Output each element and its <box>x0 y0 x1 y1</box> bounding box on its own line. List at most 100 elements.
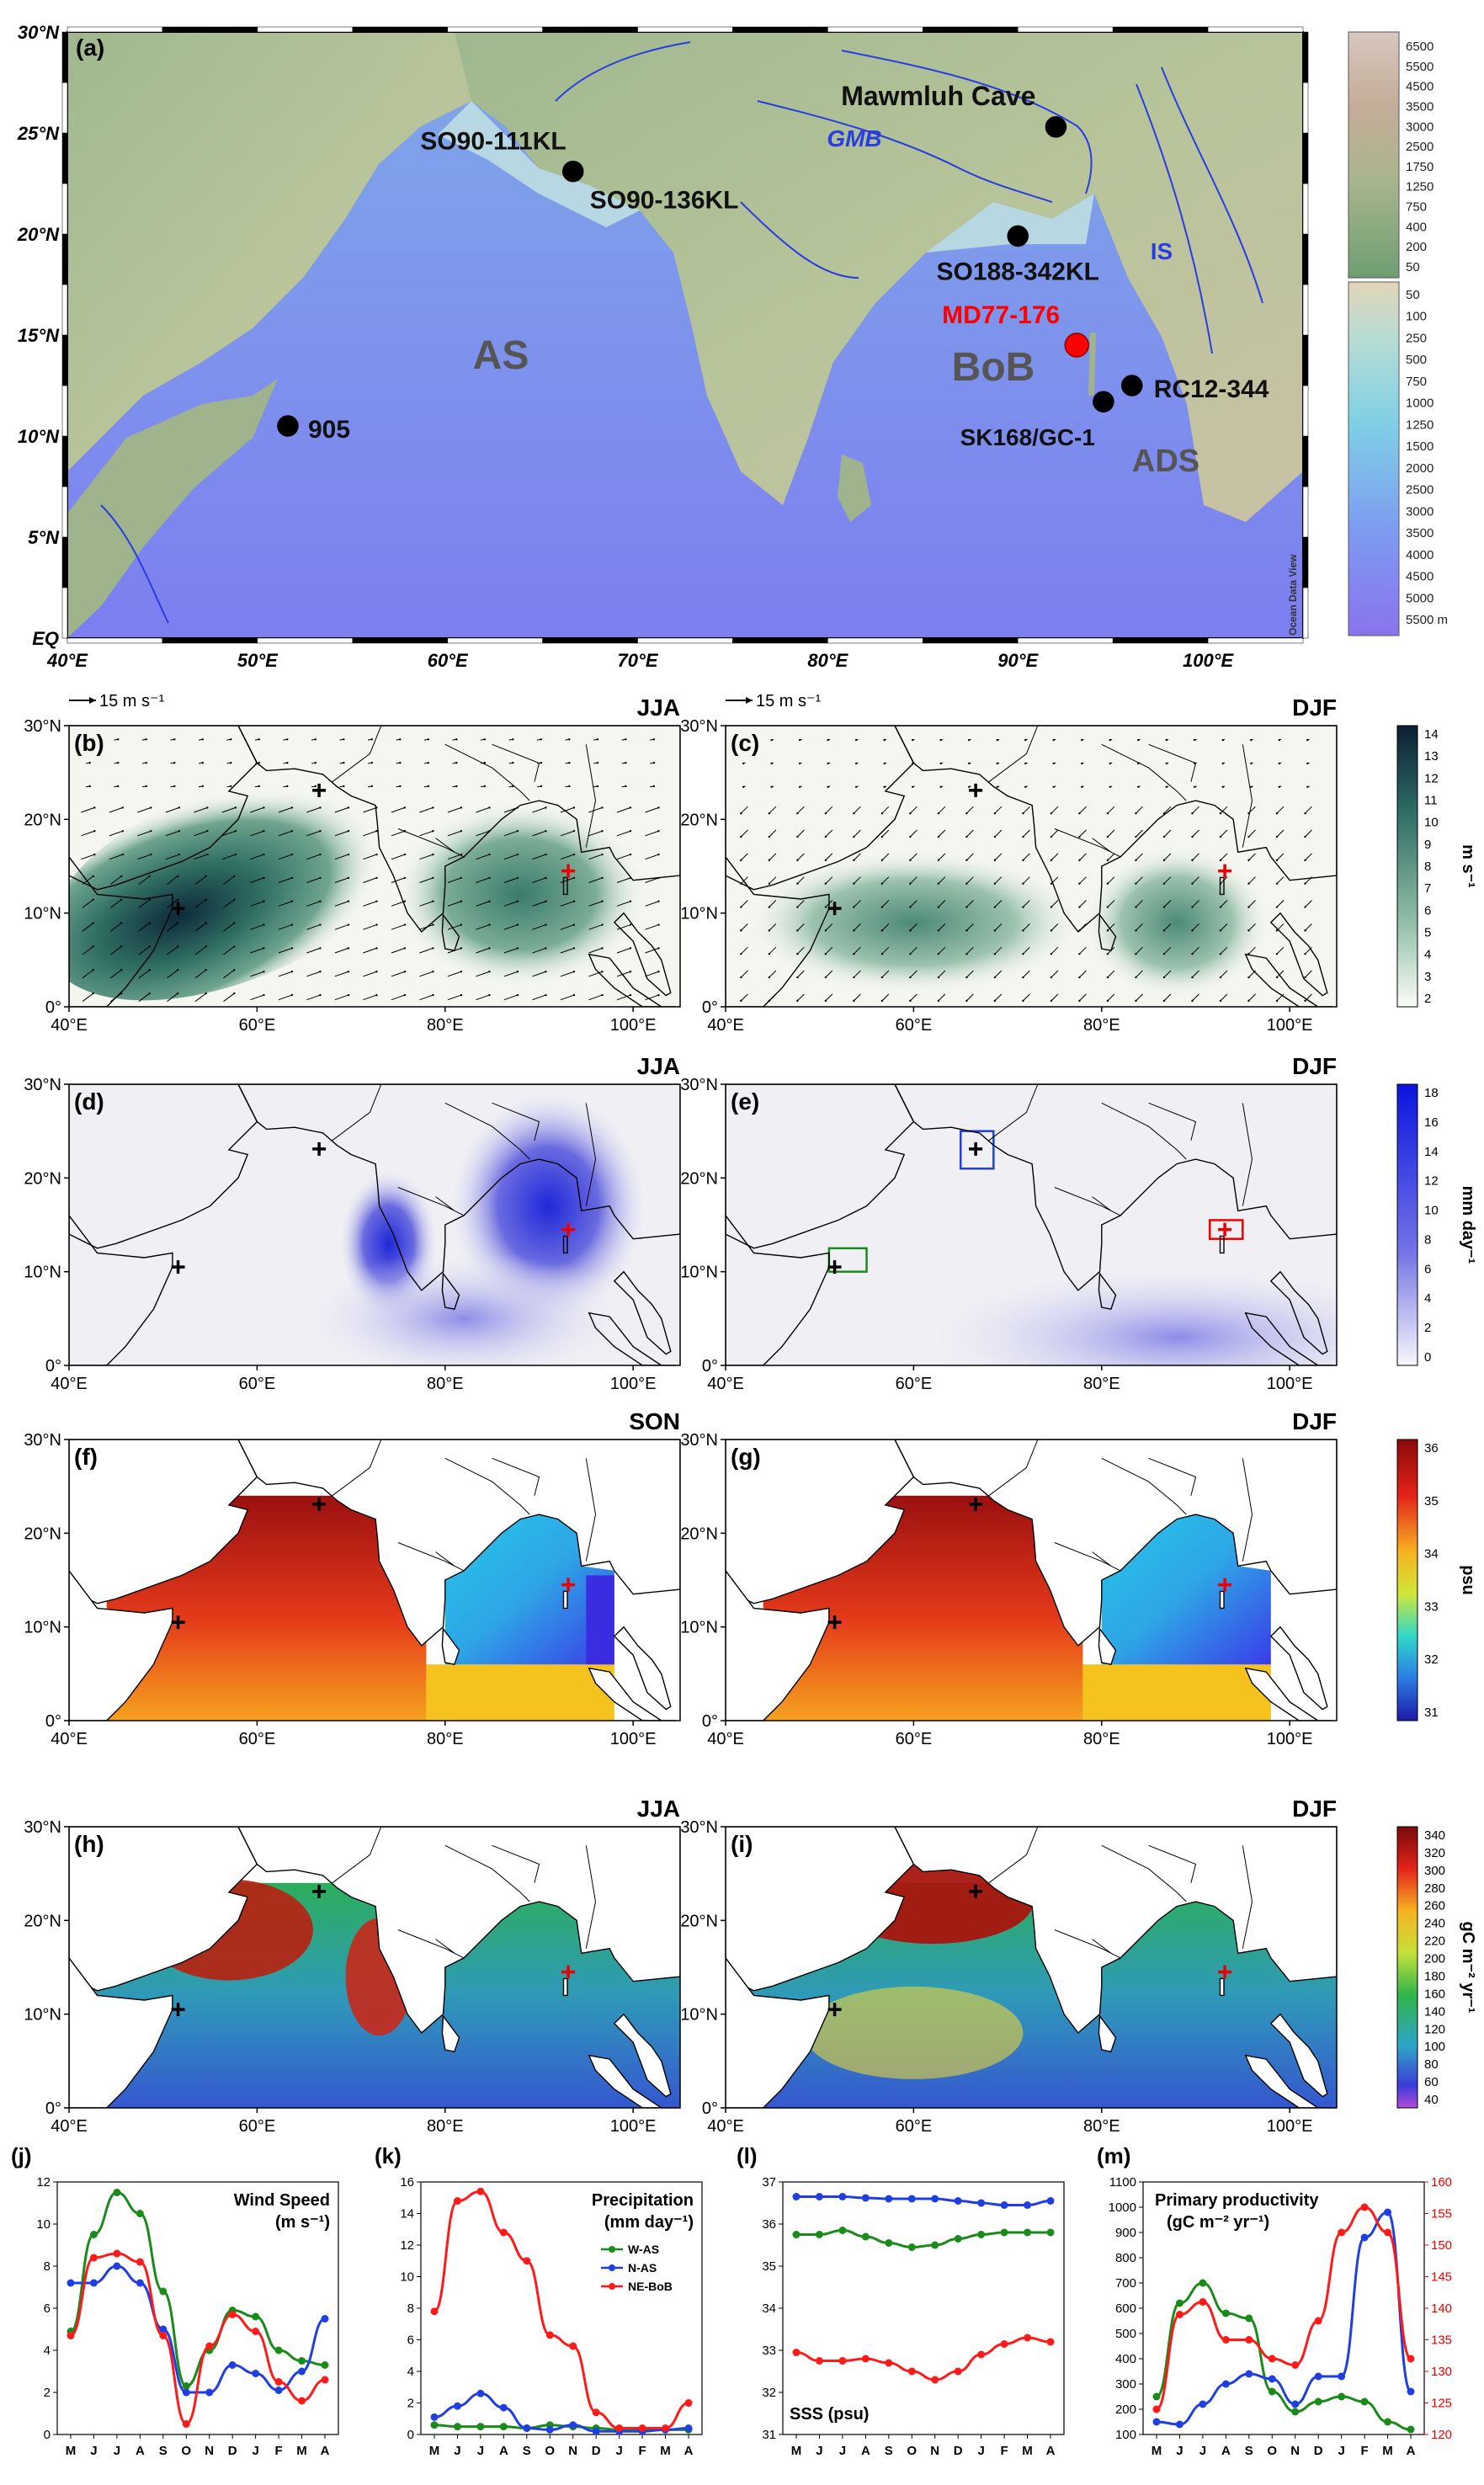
coastline <box>894 1084 1337 1291</box>
wind-vector-head <box>1078 929 1081 932</box>
lat-tick-label: 30°N <box>24 1076 61 1094</box>
wind-vector-head <box>824 906 827 908</box>
wind-vector-head <box>1022 882 1024 885</box>
wind-vector-head <box>768 812 771 815</box>
wind-vector-head <box>263 971 265 973</box>
wind-vector-head <box>768 976 771 979</box>
coastline <box>726 1956 830 2108</box>
wind-vector-head <box>516 947 519 950</box>
frame-segment <box>1302 385 1309 437</box>
wind-vector-head <box>853 882 855 885</box>
colorbar-tick: 34 <box>1424 1547 1439 1562</box>
colorbar-unit: psu <box>1459 1565 1477 1595</box>
wind-vector <box>910 993 918 1002</box>
wind-vector-head <box>1024 738 1027 742</box>
data-point <box>159 2332 168 2339</box>
coastline <box>1244 2054 1332 2108</box>
wind-vector-head <box>432 923 434 926</box>
andaman-islands <box>562 876 568 896</box>
wind-vector-head <box>996 738 998 742</box>
wind-vector-head <box>201 785 204 788</box>
elevation-tick: 6500 <box>1406 40 1433 54</box>
frame-segment <box>827 26 923 33</box>
wind-vector <box>966 853 974 861</box>
data-point <box>615 2424 624 2432</box>
wind-vector-head <box>319 876 322 880</box>
wind-vector-head <box>652 785 656 788</box>
wind-vector-head <box>1250 738 1253 742</box>
y-tick-label: 2 <box>44 2386 51 2400</box>
wind-vector-head <box>572 900 576 902</box>
wind-vector-head <box>205 875 207 878</box>
coastline <box>1244 1667 1332 1721</box>
wind-vector-head <box>939 785 942 788</box>
panel-a-label: (a) <box>76 35 104 61</box>
chart-label: (l) <box>737 2143 758 2168</box>
lat-tick-label: 20°N <box>24 811 61 829</box>
wind-vector <box>938 806 946 814</box>
wind-vector-head <box>1135 999 1137 1003</box>
pp-field <box>804 1986 1024 2079</box>
frame-segment <box>542 26 638 33</box>
river-line <box>492 1844 540 1883</box>
wind-vector-head <box>233 945 236 948</box>
x-tick-label: J <box>816 2444 822 2458</box>
x-tick-label: O <box>1267 2444 1277 2458</box>
odv-watermark: Ocean Data View <box>1287 554 1299 636</box>
wind-vector <box>138 946 151 955</box>
chart-ylabel: (m s⁻¹) <box>275 2213 330 2232</box>
wind-vector-head <box>1135 976 1137 979</box>
wind-vector-head <box>740 812 742 815</box>
wind-vector-head <box>290 993 294 997</box>
data-point <box>228 2361 237 2369</box>
wind-vector <box>1248 806 1256 814</box>
wind-vector <box>1220 853 1228 861</box>
river-line <box>1054 1542 1121 1572</box>
wind-vector-head <box>545 993 547 997</box>
wind-vector-head <box>488 806 491 809</box>
wind-vector <box>476 971 490 977</box>
coastline <box>1098 1271 1117 1311</box>
wind-vector <box>306 924 321 930</box>
wind-vector-head <box>1135 929 1137 932</box>
wind-vector-head <box>512 785 514 788</box>
wind-vector-head <box>596 761 599 764</box>
x-tick-label: J <box>615 2444 622 2458</box>
chart-title: Wind Speed <box>234 2191 330 2210</box>
data-point <box>89 2279 98 2287</box>
wind-vector-head <box>1306 762 1309 765</box>
depth-colorbar <box>1348 281 1400 636</box>
wind-vector-head <box>853 953 855 955</box>
wind-vector-head <box>1165 785 1168 788</box>
x-tick-label: A <box>684 2444 694 2458</box>
wind-vector <box>82 946 94 955</box>
wind-vector <box>110 923 122 932</box>
averaging-box <box>959 1130 995 1170</box>
colorbar-tick: 6 <box>1424 1262 1431 1276</box>
x-tick-label: D <box>228 2444 237 2458</box>
wind-vector-head <box>516 830 519 833</box>
data-point <box>861 2355 870 2363</box>
wind-vector-head <box>1078 999 1081 1003</box>
lon-tick-label: 100°E <box>1267 1016 1313 1035</box>
chart-ylabel: (mm day⁻¹) <box>604 2213 694 2232</box>
x-tick-label: A <box>1407 2444 1416 2458</box>
site-label: SO90-111KL <box>420 128 566 156</box>
elevation-tick: 3000 <box>1406 120 1433 134</box>
wind-vector-head <box>375 993 378 997</box>
wind-vector-head <box>965 835 968 838</box>
wind-vector-head <box>1024 785 1027 788</box>
wind-vector <box>1192 876 1199 885</box>
wind-vector <box>306 947 321 954</box>
data-point <box>1221 2309 1230 2317</box>
wind-vector <box>1051 876 1059 885</box>
wind-vector-head <box>205 969 207 971</box>
wind-vector-head <box>233 969 236 971</box>
frame-segment <box>923 637 1019 644</box>
wind-vector-head <box>263 993 265 997</box>
wind-vector-head <box>993 999 997 1003</box>
wind-vector-head <box>1278 785 1280 788</box>
wind-vector-head <box>230 785 232 788</box>
wind-vector <box>1079 923 1087 931</box>
wind-vector <box>588 971 603 977</box>
